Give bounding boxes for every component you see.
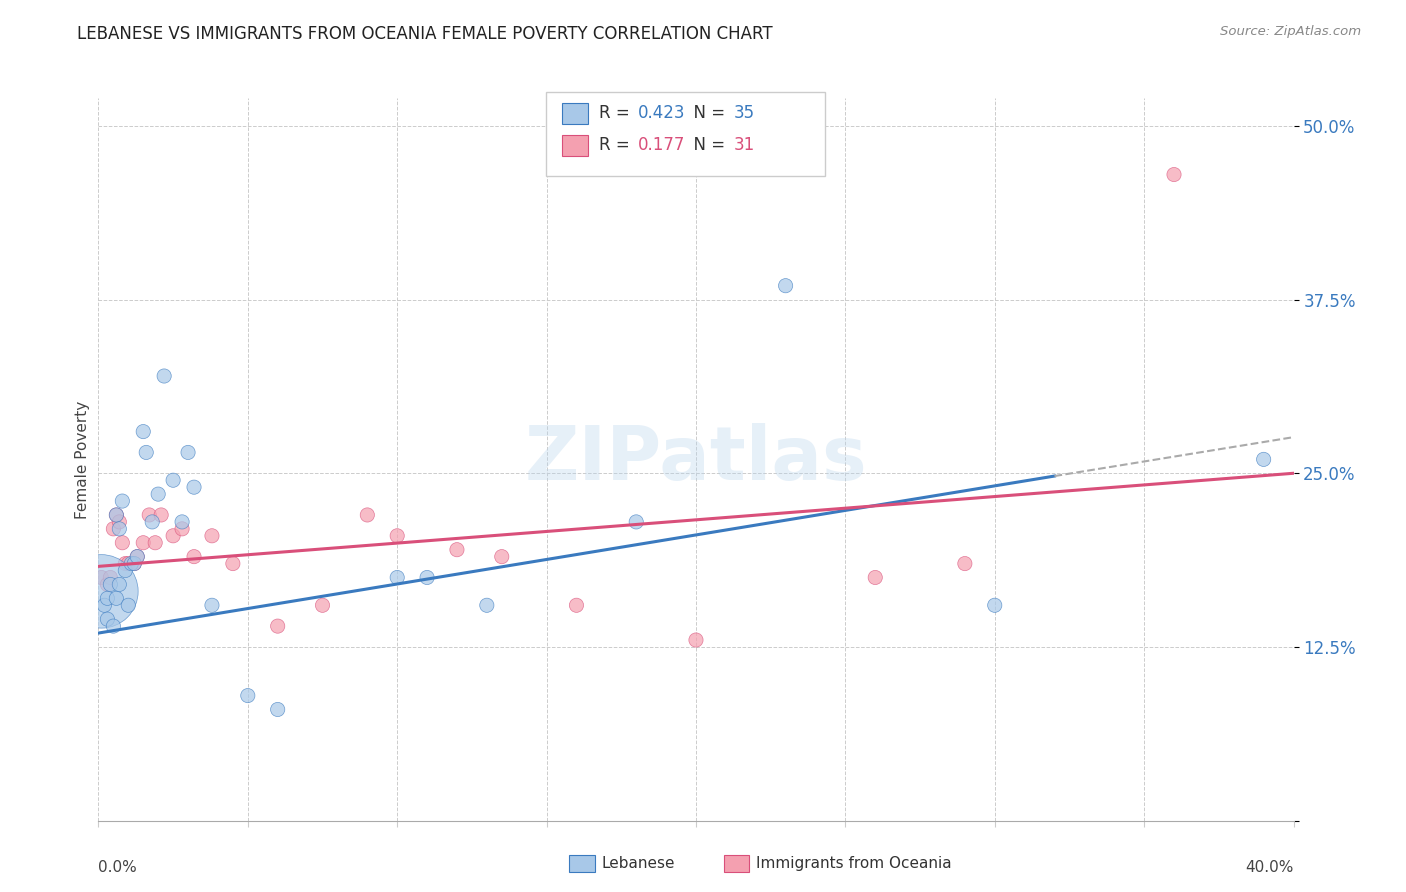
Point xyxy=(93,599,115,613)
Text: N =: N = xyxy=(683,104,731,122)
Y-axis label: Female Poverty: Female Poverty xyxy=(75,401,90,518)
Point xyxy=(96,577,118,591)
Text: 0.177: 0.177 xyxy=(638,136,686,154)
Point xyxy=(96,612,118,626)
Point xyxy=(127,549,149,564)
Point xyxy=(311,599,333,613)
Point xyxy=(1253,452,1275,467)
Point xyxy=(138,508,160,522)
Text: Immigrants from Oceania: Immigrants from Oceania xyxy=(756,856,952,871)
Text: 40.0%: 40.0% xyxy=(1246,860,1294,874)
Point xyxy=(775,278,797,293)
Point xyxy=(103,619,125,633)
Point xyxy=(1163,168,1185,182)
Point xyxy=(177,445,200,459)
Point xyxy=(267,702,290,716)
Point xyxy=(222,557,245,571)
Point xyxy=(117,557,139,571)
Point xyxy=(111,535,134,549)
Text: N =: N = xyxy=(683,136,731,154)
Point xyxy=(984,599,1007,613)
Point xyxy=(172,515,194,529)
Point xyxy=(385,570,409,584)
Text: Source: ZipAtlas.com: Source: ZipAtlas.com xyxy=(1220,25,1361,38)
Point xyxy=(105,508,128,522)
Point xyxy=(356,508,378,522)
Point xyxy=(236,689,259,703)
Point xyxy=(183,480,205,494)
Point xyxy=(111,494,134,508)
Text: 0.0%: 0.0% xyxy=(98,860,138,874)
Point xyxy=(201,599,224,613)
Point xyxy=(117,599,139,613)
Text: R =: R = xyxy=(599,136,636,154)
Point xyxy=(446,542,468,557)
Text: Lebanese: Lebanese xyxy=(602,856,675,871)
Point xyxy=(90,584,112,599)
Point xyxy=(385,529,409,543)
Point xyxy=(103,522,125,536)
Point xyxy=(90,570,112,584)
Point xyxy=(98,570,122,584)
Point xyxy=(685,633,707,648)
Text: 0.423: 0.423 xyxy=(638,104,686,122)
Point xyxy=(150,508,173,522)
Point xyxy=(108,522,131,536)
Point xyxy=(105,591,128,606)
Point xyxy=(124,557,146,571)
Point xyxy=(105,508,128,522)
Point xyxy=(565,599,588,613)
Point xyxy=(475,599,498,613)
Text: R =: R = xyxy=(599,104,636,122)
Point xyxy=(416,570,439,584)
Point xyxy=(114,564,136,578)
Point xyxy=(114,557,136,571)
Point xyxy=(865,570,887,584)
Point xyxy=(120,557,142,571)
Point xyxy=(132,425,155,439)
Point xyxy=(267,619,290,633)
Point xyxy=(162,473,184,487)
Point xyxy=(98,577,122,591)
Point xyxy=(153,369,176,384)
Point xyxy=(127,549,149,564)
Point xyxy=(141,515,163,529)
Point xyxy=(96,591,118,606)
Point xyxy=(183,549,205,564)
Point xyxy=(162,529,184,543)
Point xyxy=(172,522,194,536)
Point xyxy=(132,535,155,549)
Point xyxy=(953,557,976,571)
Point xyxy=(135,445,157,459)
Point xyxy=(201,529,224,543)
Point xyxy=(108,577,131,591)
Point xyxy=(108,515,131,529)
Point xyxy=(124,557,146,571)
Point xyxy=(626,515,648,529)
Point xyxy=(148,487,170,501)
Text: LEBANESE VS IMMIGRANTS FROM OCEANIA FEMALE POVERTY CORRELATION CHART: LEBANESE VS IMMIGRANTS FROM OCEANIA FEMA… xyxy=(77,25,773,43)
Text: ZIPatlas: ZIPatlas xyxy=(524,423,868,496)
Text: 31: 31 xyxy=(734,136,755,154)
Text: 35: 35 xyxy=(734,104,755,122)
Point xyxy=(491,549,513,564)
Point xyxy=(143,535,166,549)
